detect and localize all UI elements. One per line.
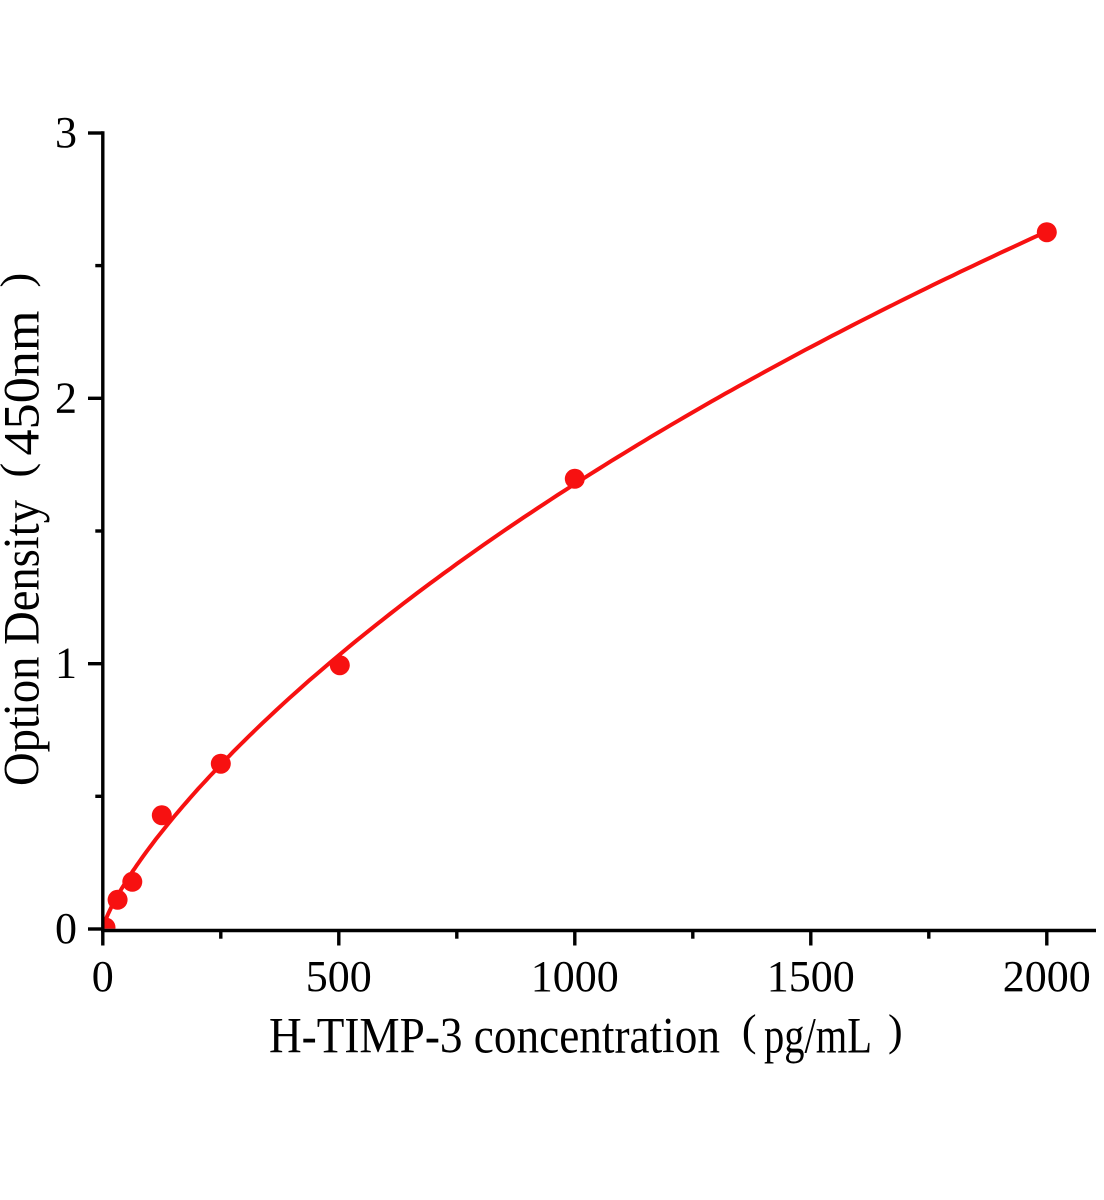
svg-text:0: 0 <box>55 904 77 953</box>
svg-text:500: 500 <box>306 952 372 1001</box>
svg-text:2: 2 <box>55 373 77 422</box>
svg-text:): ) <box>0 273 41 288</box>
svg-text:(: ( <box>0 463 41 478</box>
svg-text:1: 1 <box>55 639 77 688</box>
svg-text:Option Density: Option Density <box>0 500 51 786</box>
svg-text:pg/mL: pg/mL <box>764 1009 872 1065</box>
svg-text:): ) <box>888 1006 903 1055</box>
svg-text:0: 0 <box>92 952 114 1001</box>
svg-text:3: 3 <box>55 108 77 157</box>
svg-text:1500: 1500 <box>767 952 855 1001</box>
svg-text:1000: 1000 <box>531 952 619 1001</box>
svg-text:450nm: 450nm <box>0 311 51 456</box>
svg-text:H-TIMP-3 concentration: H-TIMP-3 concentration <box>269 1009 720 1065</box>
svg-text:(: ( <box>742 1006 757 1055</box>
svg-text:2000: 2000 <box>1003 952 1091 1001</box>
